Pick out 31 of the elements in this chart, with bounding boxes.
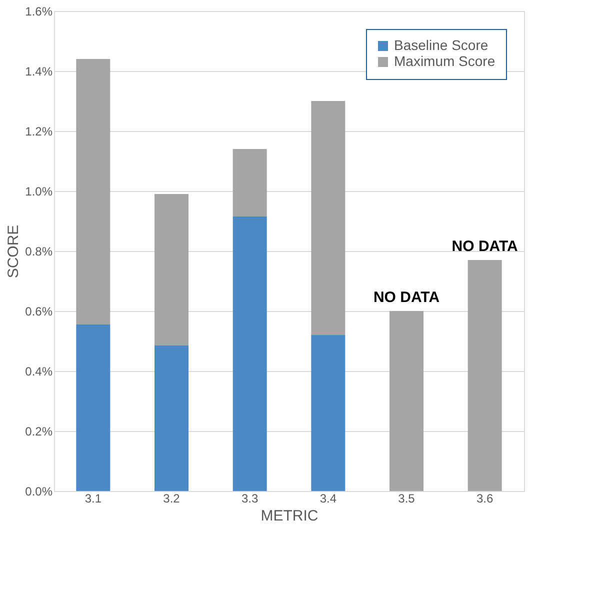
y-tick-label: 1.2%: [25, 124, 53, 138]
y-tick-label: 0.4%: [25, 364, 53, 378]
y-tick-label: 0.6%: [25, 304, 53, 318]
x-tick-label: 3.6: [476, 492, 494, 506]
x-tick-label: 3.5: [398, 492, 416, 506]
y-tick-label: 1.4%: [25, 64, 53, 78]
bar: [76, 59, 110, 324]
x-tick-label: 3.4: [320, 492, 337, 506]
y-tick-label: 0.8%: [25, 244, 53, 258]
x-tick-label: 3.2: [163, 492, 180, 506]
y-tick-label: 0.0%: [25, 484, 53, 498]
x-tick-label: 3.3: [241, 492, 258, 506]
legend-label: Baseline Score: [394, 37, 488, 53]
y-tick-label: 1.6%: [25, 4, 53, 18]
annotation: NO DATA: [373, 289, 440, 306]
bar: [468, 260, 502, 491]
y-tick-label: 1.0%: [25, 184, 53, 198]
y-tick-label: 0.2%: [25, 424, 53, 438]
bar: [390, 311, 424, 491]
annotation: NO DATA: [452, 238, 518, 255]
x-axis-title: METRIC: [260, 508, 318, 524]
legend-label: Maximum Score: [394, 53, 496, 69]
y-axis-title: SCORE: [5, 224, 22, 278]
bar: [232, 216, 267, 491]
bar: [154, 346, 188, 491]
bar: [311, 101, 346, 335]
x-tick-label: 3.1: [84, 492, 102, 506]
bar: [232, 149, 267, 216]
bar: [311, 335, 346, 491]
bar: [154, 194, 188, 346]
bar: [76, 324, 110, 491]
